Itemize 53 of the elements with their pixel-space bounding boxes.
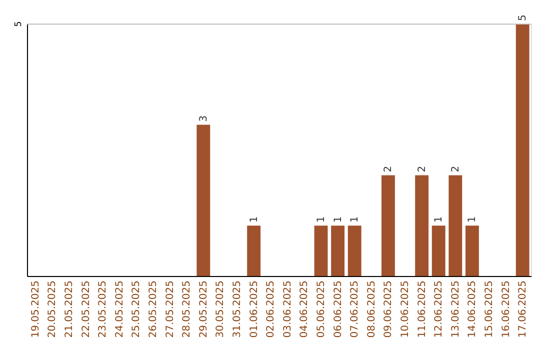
- x-tick-label: 27.05.2025: [164, 280, 176, 338]
- x-tick-label: 04.06.2025: [299, 280, 310, 338]
- bar: [196, 124, 210, 276]
- bar: [314, 226, 328, 276]
- x-tick-label: 31.05.2025: [232, 280, 243, 338]
- x-tick-label: 25.05.2025: [131, 280, 142, 338]
- x-tick-label: 14.06.2025: [467, 280, 478, 338]
- x-tick-label: 22.05.2025: [80, 280, 92, 338]
- x-tick-label: 24.05.2025: [114, 280, 126, 338]
- x-tick-label: 07.06.2025: [350, 280, 361, 338]
- bar: [516, 24, 530, 276]
- data-label: 1: [350, 216, 361, 223]
- bar: [465, 226, 479, 276]
- x-tick-label: 20.05.2025: [47, 280, 58, 338]
- bar: [381, 175, 395, 276]
- x-tick-label: 29.05.2025: [198, 280, 210, 338]
- x-tick-label: 16.06.2025: [500, 280, 512, 338]
- bar: [331, 226, 345, 276]
- x-tick-label: 19.05.2025: [30, 280, 42, 338]
- x-tick-label: 03.06.2025: [282, 280, 294, 338]
- x-tick-label: 26.05.2025: [148, 280, 159, 338]
- bar: [448, 175, 462, 276]
- data-label: 1: [316, 216, 327, 223]
- x-tick-label: 15.06.2025: [484, 280, 495, 338]
- data-label: 1: [248, 216, 260, 223]
- x-tick-label: 13.06.2025: [450, 280, 462, 338]
- x-tick-label: 01.06.2025: [248, 280, 260, 338]
- x-tick-label: 11.06.2025: [416, 280, 428, 338]
- x-tick-label: 05.06.2025: [316, 280, 327, 338]
- data-label: 2: [450, 166, 462, 172]
- bar: [432, 226, 446, 276]
- x-tick-label: 02.06.2025: [266, 280, 277, 338]
- data-label: 2: [383, 166, 394, 172]
- data-label: 1: [434, 216, 445, 223]
- x-tick-label: 09.06.2025: [383, 280, 394, 338]
- x-tick-label: 21.05.2025: [64, 280, 75, 338]
- x-tick-label: 06.06.2025: [332, 280, 344, 338]
- data-label: 2: [416, 166, 428, 172]
- x-tick-label: 10.06.2025: [400, 280, 411, 338]
- x-tick-label: 28.05.2025: [182, 280, 193, 338]
- x-tick-label: 08.06.2025: [366, 280, 378, 338]
- data-label: 3: [198, 115, 210, 122]
- data-label: 1: [332, 216, 344, 223]
- x-tick-label: 12.06.2025: [434, 280, 445, 338]
- data-label: 5: [518, 14, 529, 21]
- x-tick-label: 23.05.2025: [98, 280, 109, 338]
- bar: [348, 226, 362, 276]
- x-tick-label: 17.06.2025: [518, 280, 529, 338]
- ref-line-label: 5: [14, 21, 24, 27]
- x-tick-label: 30.05.2025: [215, 280, 226, 338]
- bar: [415, 175, 429, 276]
- data-label: 1: [467, 216, 478, 223]
- bar: [247, 226, 261, 276]
